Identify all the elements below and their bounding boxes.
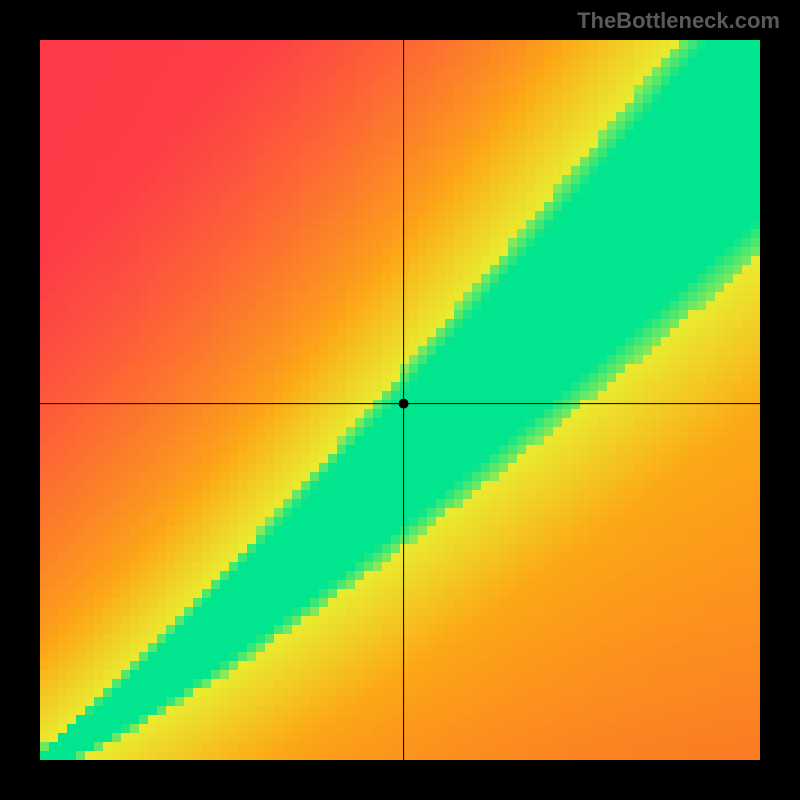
chart-container: TheBottleneck.com xyxy=(0,0,800,800)
heatmap-plot xyxy=(40,40,760,760)
heatmap-svg xyxy=(40,40,760,760)
watermark-text: TheBottleneck.com xyxy=(577,8,780,34)
